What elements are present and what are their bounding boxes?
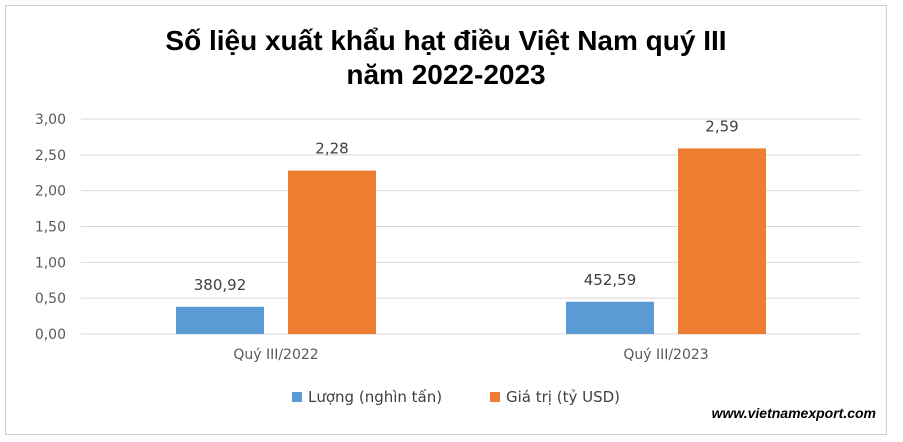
bar — [288, 170, 376, 334]
legend-label: Giá trị (tỷ USD) — [506, 388, 620, 406]
y-tick-label: 1,00 — [35, 255, 66, 271]
data-label: 452,59 — [584, 271, 637, 289]
data-label: 2,59 — [705, 117, 738, 135]
bar — [678, 148, 766, 334]
bar — [176, 306, 264, 334]
y-tick-label: 0,50 — [35, 291, 66, 307]
legend-swatch — [490, 392, 500, 402]
watermark: www.vietnamexport.com — [712, 405, 876, 421]
y-tick-label: 2,00 — [35, 184, 66, 200]
chart-title-line: năm 2022-2023 — [346, 59, 545, 90]
y-tick-label: 3,00 — [35, 112, 66, 128]
legend-label: Lượng (nghìn tấn) — [308, 388, 442, 406]
y-tick-label: 1,50 — [35, 220, 66, 236]
bar — [566, 301, 654, 334]
data-label: 2,28 — [315, 140, 348, 158]
x-tick-label: Quý III/2022 — [233, 347, 318, 363]
data-label: 380,92 — [194, 276, 247, 294]
chart-frame: Số liệu xuất khẩu hạt điều Việt Nam quý … — [5, 5, 887, 435]
chart-svg: Số liệu xuất khẩu hạt điều Việt Nam quý … — [35, 25, 876, 421]
chart-title-line: Số liệu xuất khẩu hạt điều Việt Nam quý … — [165, 25, 726, 56]
y-tick-label: 0,00 — [35, 327, 66, 343]
legend-swatch — [292, 392, 302, 402]
x-tick-label: Quý III/2023 — [623, 347, 708, 363]
y-tick-label: 2,50 — [35, 148, 66, 164]
